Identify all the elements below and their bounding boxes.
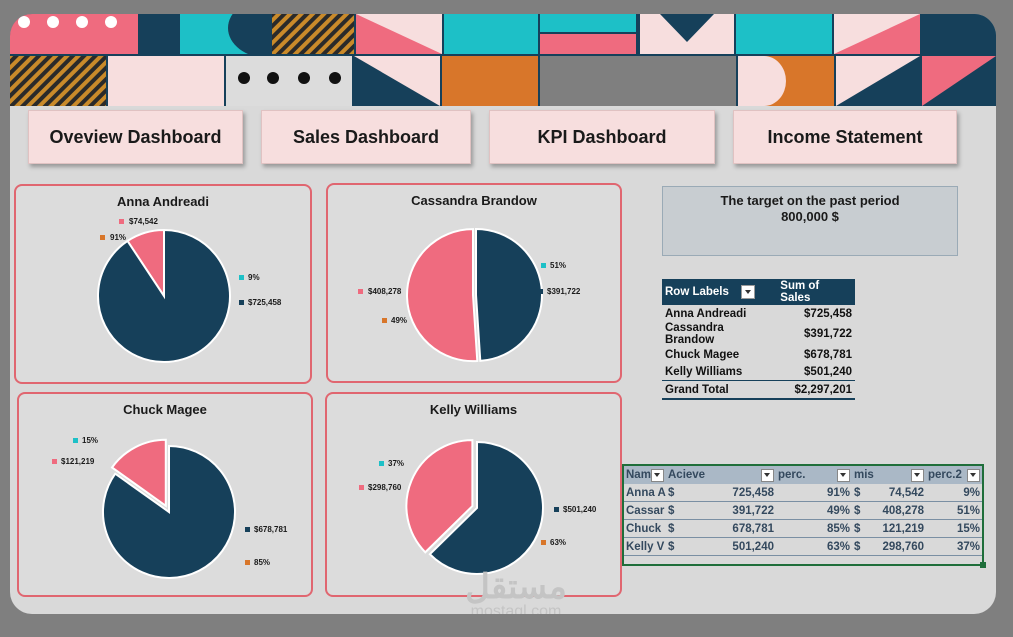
table-row[interactable]: Anna Andreadi $725,458	[665, 307, 852, 320]
column-header[interactable]: perc.2	[926, 466, 983, 484]
amount-label: $121,219	[61, 457, 95, 466]
amount-label: $298,760	[368, 483, 402, 492]
chart-chuck[interactable]: Chuck Magee 15% $121,219 $678,781 85%	[17, 392, 313, 597]
pct-label: 91%	[110, 233, 126, 242]
target-label: The target on the past period	[720, 193, 900, 208]
table-row[interactable]: Chuck $678,781 85% $121,219 15%	[624, 519, 983, 538]
table-row[interactable]: Cassandra Brandow $391,722	[665, 322, 852, 346]
filter-dropdown-icon[interactable]	[911, 468, 925, 482]
table-row[interactable]: Cassar $391,722 49% $408,278 51%	[624, 501, 983, 520]
table-row[interactable]: Anna A $725,458 91% $74,542 9%	[624, 484, 983, 502]
filter-dropdown-icon[interactable]	[837, 468, 850, 482]
pie-chart-svg: 15% $121,219 $678,781 85%	[52, 436, 288, 579]
column-header[interactable]: perc.	[776, 466, 852, 484]
column-header[interactable]: mis	[852, 466, 927, 484]
pie-slice-mis[interactable]	[406, 228, 479, 363]
income-statement-button[interactable]: Income Statement	[733, 110, 957, 164]
chart-cassandra[interactable]: Cassandra Brandow $408,278 51% $391,722 …	[326, 183, 622, 383]
table-row[interactable]: Kelly Williams $501,240	[665, 365, 852, 378]
sales-dashboard-button[interactable]: Sales Dashboard	[261, 110, 471, 164]
selection-fill-handle[interactable]	[980, 562, 986, 568]
pie-chart-svg: $74,542 91% 9% $725,458	[97, 217, 282, 363]
filter-dropdown-icon[interactable]	[740, 285, 755, 299]
amount-label: $725,458	[248, 298, 282, 307]
target-value: 800,000 $	[781, 209, 839, 224]
pie-chart-svg: 37% $298,760 $501,240 63%	[359, 439, 597, 575]
pct-label: 63%	[550, 538, 566, 547]
filter-dropdown-icon[interactable]	[761, 468, 774, 482]
amount-label: $678,781	[254, 525, 288, 534]
table-row[interactable]: Chuck Magee $678,781	[665, 348, 852, 361]
table-row[interactable]: Kelly V $501,240 63% $298,760 37%	[624, 537, 983, 556]
target-box[interactable]: The target on the past period 800,000 $	[662, 186, 958, 256]
pie-slice-achieve[interactable]	[428, 440, 544, 575]
decorative-banner	[10, 14, 996, 106]
pie-slice-mis[interactable]	[110, 438, 167, 508]
pivot-header-sum: Sum of Sales	[777, 279, 855, 305]
amount-label: $74,542	[129, 217, 158, 226]
pie-slice-mis[interactable]	[405, 439, 474, 554]
pivot-table[interactable]: Row Labels Sum of Sales Anna Andreadi $72…	[662, 279, 855, 400]
watermark-arabic: مستقل	[465, 568, 567, 606]
data-table[interactable]: Nam Acieve perc. mis perc.2 Anna A $725,4…	[622, 464, 986, 568]
pie-slice-achieve[interactable]	[475, 227, 543, 362]
amount-label: $391,722	[547, 287, 581, 296]
chart-kelly[interactable]: Kelly Williams 37% $298,760 $501,240 63%	[325, 392, 622, 597]
pie-slice-achieve[interactable]	[102, 444, 236, 579]
pie-slice-achieve[interactable]	[97, 228, 231, 363]
filter-dropdown-icon[interactable]	[967, 468, 981, 482]
pct-label: 49%	[391, 316, 407, 325]
amount-label: $501,240	[563, 505, 597, 514]
chart-anna[interactable]: Anna Andreadi $74,542 91% 9% $725,458	[14, 184, 312, 384]
dashboard-sheet: Oveview Dashboard Sales Dashboard KPI Da…	[10, 14, 996, 614]
chart-title: Anna Andreadi	[117, 194, 209, 209]
chart-title: Kelly Williams	[429, 402, 518, 417]
chart-title: Cassandra Brandow	[411, 193, 537, 208]
overview-dashboard-button[interactable]: Oveview Dashboard	[28, 110, 243, 164]
grand-total-row[interactable]: Grand Total $2,297,201	[662, 380, 855, 400]
column-header[interactable]: Nam	[624, 466, 666, 484]
filter-dropdown-icon[interactable]	[651, 468, 664, 482]
pct-label: 51%	[550, 261, 566, 270]
pivot-header-row-labels[interactable]: Row Labels	[662, 279, 778, 305]
chart-title: Chuck Magee	[123, 402, 207, 417]
pct-label: 37%	[388, 459, 404, 468]
kpi-dashboard-button[interactable]: KPI Dashboard	[489, 110, 715, 164]
watermark: مستقل mostaql.com	[446, 570, 586, 614]
pie-chart-svg: $408,278 51% $391,722 49%	[358, 227, 581, 363]
pct-label: 9%	[248, 273, 260, 282]
pct-label: 85%	[254, 558, 270, 567]
pct-label: 15%	[82, 436, 98, 445]
amount-label: $408,278	[368, 287, 402, 296]
column-header[interactable]: Acieve	[666, 466, 776, 484]
watermark-latin: mostaql.com	[470, 603, 562, 615]
